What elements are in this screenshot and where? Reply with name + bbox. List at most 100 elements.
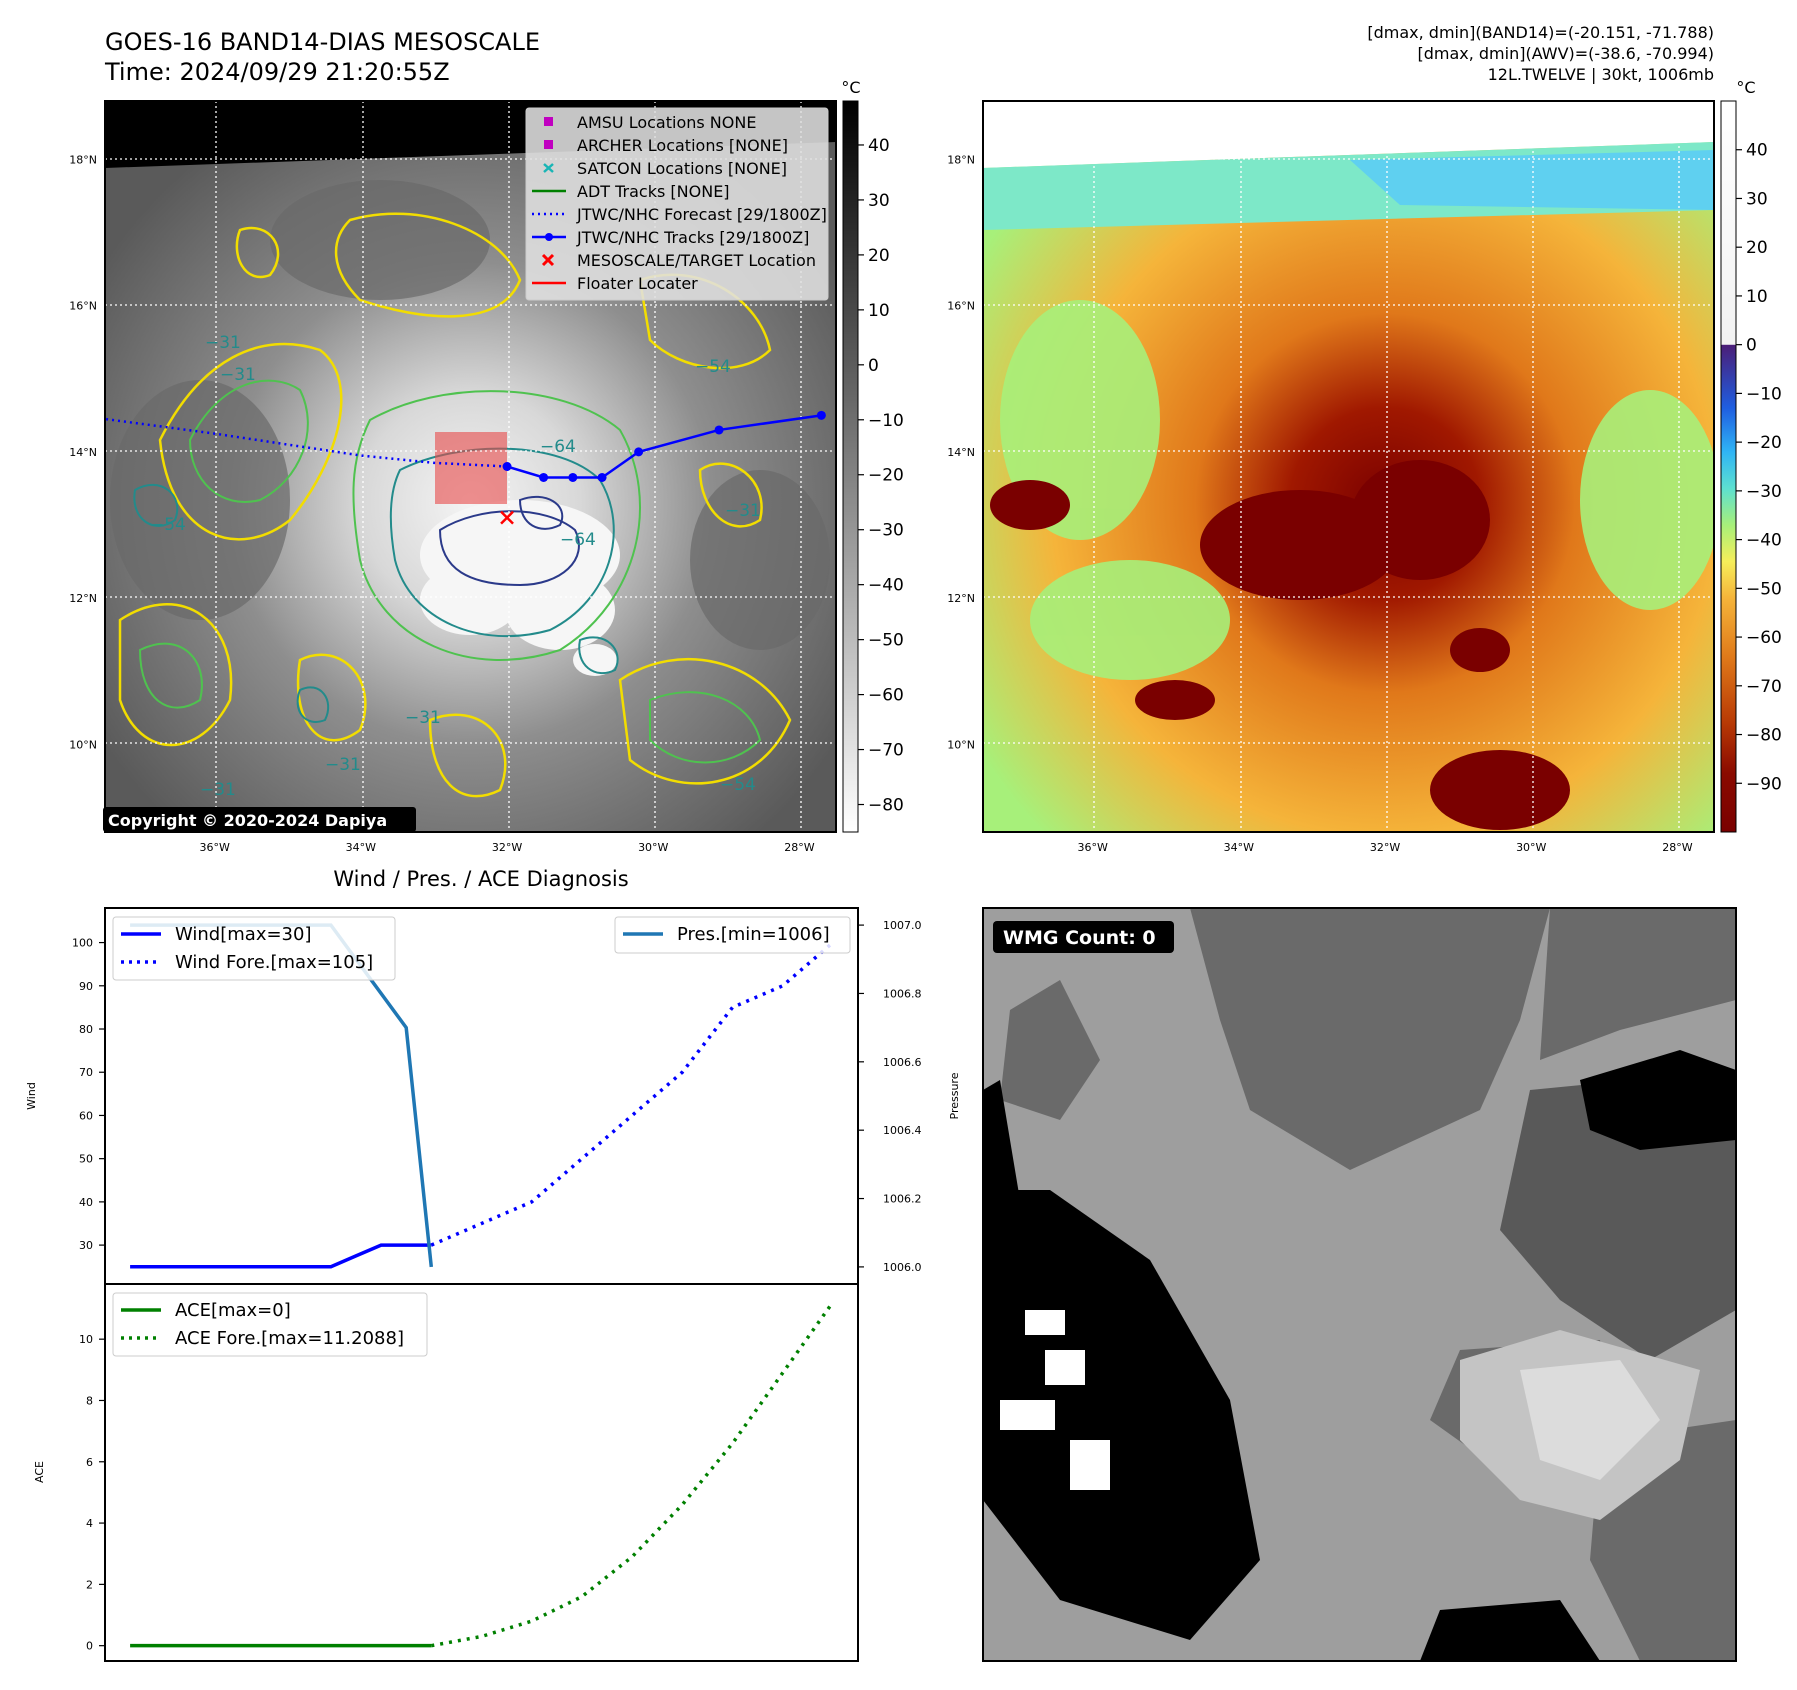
- colorbar-tick-label: −30: [1746, 482, 1782, 502]
- lat-label-3: 14°N: [69, 446, 97, 459]
- contour-label: −54: [720, 775, 756, 795]
- jtwc-forecast-line: [105, 417, 508, 468]
- legend-label: AMSU Locations NONE: [577, 113, 756, 132]
- ace-y-ticks: 0 2 4 6 8 10: [79, 1333, 105, 1653]
- y-tick-label: 80: [79, 1023, 93, 1036]
- legend-ace-forecast: ACE Fore.[max=11.2088]: [175, 1328, 404, 1349]
- contour-label: −31: [405, 708, 441, 728]
- pressure-tick-label: 1006.8: [883, 987, 922, 1000]
- contour-label: −31: [200, 780, 236, 800]
- lon-label-3: 32°W: [492, 841, 522, 854]
- colorbar-tick-label: 0: [868, 356, 879, 376]
- series-line: [430, 1301, 835, 1648]
- ace-axis-label: ACE: [33, 1461, 46, 1483]
- y-tick-label: 30: [79, 1239, 93, 1252]
- map-legend: AMSU Locations NONE ARCHER Locations [NON…: [525, 107, 829, 301]
- ir-colorbar-unit: °C: [841, 78, 860, 97]
- color-ir-map-panel: 18°N 16°N 14°N 12°N 10°N 36°W 34°W 32°W 30°W 28°…: [947, 78, 1782, 854]
- legend-item: JTWC/NHC Tracks [29/1800Z]: [532, 228, 809, 247]
- ir-colorbar: °C 40 30 20 10 0 −10 −20 −30 −40 −50 −60 −70 −80: [841, 78, 904, 833]
- legend-label: Floater Locater: [577, 274, 698, 293]
- track-point: [502, 462, 512, 471]
- pressure-tick-label: 1007.0: [883, 919, 922, 932]
- lon-label-5: 28°W: [1662, 841, 1692, 854]
- color-map-lat-labels: 18°N 16°N 14°N 12°N 10°N: [947, 153, 975, 751]
- y-tick-label: 0: [86, 1640, 93, 1653]
- y-tick-label: 90: [79, 980, 93, 993]
- colorbar-tick-label: 10: [868, 301, 890, 321]
- colorbar-tick-label: 30: [1746, 189, 1768, 209]
- y-tick-label: 4: [86, 1517, 93, 1530]
- wind-legend-left: Wind[max=30] Wind Fore.[max=105]: [112, 916, 396, 981]
- pressure-tick-label: 1006.4: [883, 1124, 922, 1137]
- lon-label-5: 28°W: [784, 841, 814, 854]
- contour-label: −54: [695, 357, 731, 377]
- jtwc-track-points: [502, 410, 826, 482]
- colorbar-tick-label: −50: [1746, 579, 1782, 599]
- y-tick-label: 6: [86, 1456, 93, 1469]
- wmg-imagery: [983, 908, 1736, 1661]
- legend-label: MESOSCALE/TARGET Location: [577, 251, 816, 270]
- contour-label: −31: [205, 333, 241, 353]
- lat-label-4: 12°N: [947, 592, 975, 605]
- legend-item: MESOSCALE/TARGET Location: [541, 251, 816, 270]
- color-colorbar-unit: °C: [1736, 78, 1755, 97]
- lon-label-1: 36°W: [199, 841, 229, 854]
- color-colorbar: °C 40 30 20 10 0 −10 −20 −30 −40 −50 −60 −70 −80 −90: [1720, 78, 1782, 833]
- lat-label-1: 18°N: [69, 153, 97, 166]
- wind-pressure-chart: Wind / Pres. / ACE Diagnosis Wind Pressu…: [25, 867, 961, 1285]
- lat-label-2: 16°N: [69, 300, 97, 313]
- contour-label: −31: [725, 501, 761, 521]
- legend-pressure: Pres.[min=1006]: [677, 924, 830, 945]
- colorbar-tick-label: 10: [1746, 287, 1768, 307]
- track-point: [714, 425, 724, 435]
- ace-series: [130, 1301, 835, 1648]
- track-point: [568, 472, 578, 482]
- track-point: [539, 472, 549, 482]
- color-ir-map-imagery: [983, 101, 1714, 832]
- pressure-axis-label: Pressure: [948, 1072, 961, 1119]
- pressure-y-ticks: 1006.0 1006.2 1006.4 1006.6 1006.8 1007.0: [858, 919, 922, 1274]
- ir-map-lon-labels: 36°W 34°W 32°W 30°W 28°W: [199, 841, 814, 854]
- color-map-lon-labels: 36°W 34°W 32°W 30°W 28°W: [1077, 841, 1692, 854]
- ace-chart: ACE 0 2 4 6 8 10 ACE[max=0] ACE Fore.[max=11.…: [33, 1283, 859, 1662]
- y-tick-label: 60: [79, 1109, 93, 1122]
- legend-label: JTWC/NHC Tracks [29/1800Z]: [576, 228, 809, 247]
- copyright-badge: Copyright © 2020-2024 Dapiya: [103, 807, 416, 832]
- track-point: [816, 410, 826, 420]
- series-line: [430, 941, 835, 1247]
- lat-label-1: 18°N: [947, 153, 975, 166]
- y-tick-label: 10: [79, 1333, 93, 1346]
- ir-map-gridlines: [105, 101, 836, 832]
- contour-label: −64: [540, 437, 576, 457]
- lon-label-2: 34°W: [346, 841, 376, 854]
- colorbar-tick-label: −40: [1746, 531, 1782, 551]
- lon-label-4: 30°W: [638, 841, 668, 854]
- lat-label-2: 16°N: [947, 300, 975, 313]
- colorbar-tick-label: −80: [1746, 726, 1782, 746]
- legend-label: SATCON Locations [NONE]: [577, 159, 787, 178]
- legend-wind-forecast: Wind Fore.[max=105]: [175, 952, 373, 973]
- lon-label-3: 32°W: [1370, 841, 1400, 854]
- legend-item: ADT Tracks [NONE]: [532, 182, 730, 201]
- contour-labels: −31 −54 −64 −54 −31 −31 −31 −31 −54 −64 −31: [150, 333, 761, 800]
- pressure-tick-label: 1006.6: [883, 1056, 922, 1069]
- wmg-count-text: WMG Count: 0: [1003, 927, 1156, 949]
- colorbar-tick-label: 40: [868, 136, 890, 156]
- lon-label-4: 30°W: [1516, 841, 1546, 854]
- colorbar-tick-label: −20: [1746, 433, 1782, 453]
- figure-title: GOES-16 BAND14-DIAS MESOSCALE: [105, 28, 540, 56]
- y-tick-label: 50: [79, 1153, 93, 1166]
- pressure-tick-label: 1006.0: [883, 1261, 922, 1274]
- copyright-text: Copyright © 2020-2024 Dapiya: [108, 811, 387, 830]
- contour-label: −31: [220, 365, 256, 385]
- colorbar-tick-label: −90: [1746, 774, 1782, 794]
- y-tick-label: 70: [79, 1066, 93, 1079]
- wind-y-ticks: 30 40 50 60 70 80 90 100: [72, 937, 105, 1252]
- ace-legend: ACE[max=0] ACE Fore.[max=11.2088]: [112, 1292, 428, 1357]
- ir-map-lat-labels: 18°N 16°N 14°N 12°N 10°N: [69, 153, 97, 751]
- colorbar-tick-label: −10: [868, 411, 904, 431]
- target-location-marker: [500, 510, 514, 525]
- legend-label: JTWC/NHC Forecast [29/1800Z]: [576, 205, 827, 224]
